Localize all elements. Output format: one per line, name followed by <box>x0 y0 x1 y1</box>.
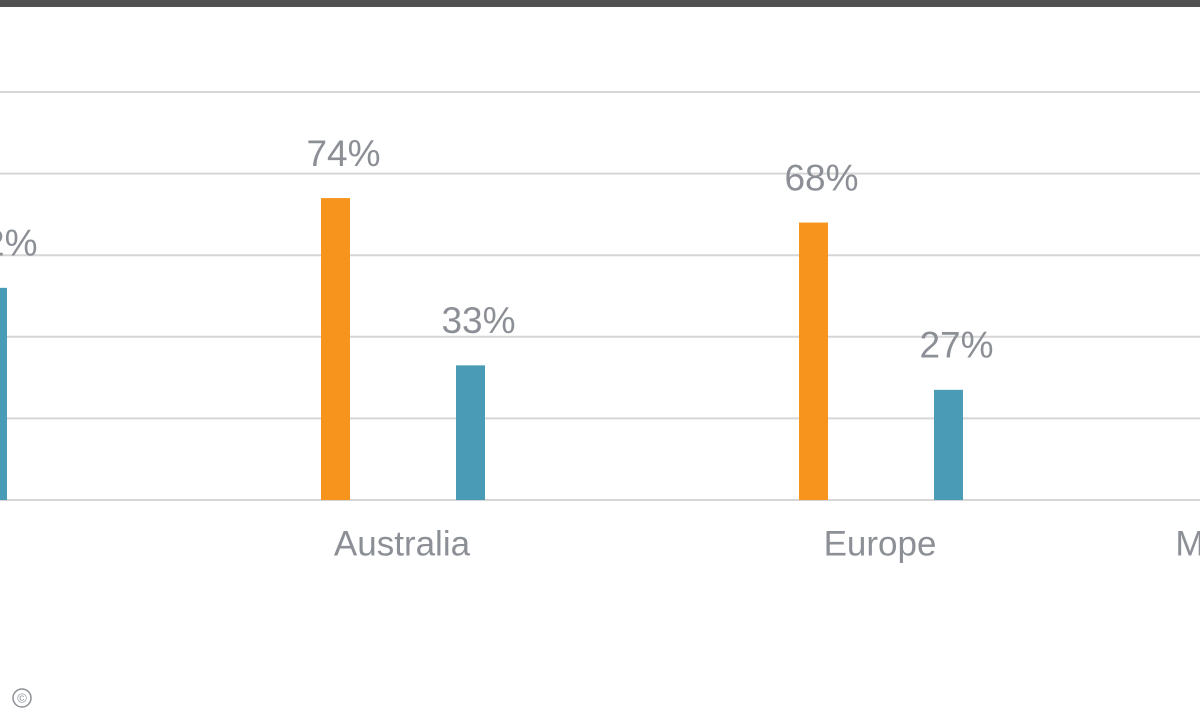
bar <box>934 389 963 500</box>
x-tick-label: Europe <box>824 524 937 563</box>
value-label: 52% <box>0 223 38 264</box>
grid <box>0 91 1200 501</box>
x-tick-label: M <box>1175 524 1200 563</box>
value-label: 68% <box>784 157 858 198</box>
x-tick-label: Australia <box>334 524 471 563</box>
plot-area: 52% Australia 74% 33% Europe 68% 27% M <box>0 133 1200 563</box>
copyright-circle <box>12 688 32 708</box>
bar <box>799 222 828 500</box>
bar <box>0 287 7 500</box>
value-label: 33% <box>441 300 515 341</box>
bar <box>456 365 485 500</box>
top-border <box>0 0 1200 7</box>
value-label: 74% <box>306 133 380 174</box>
bar <box>321 198 350 500</box>
value-label: 27% <box>919 325 993 366</box>
copyright: © <box>17 690 27 705</box>
